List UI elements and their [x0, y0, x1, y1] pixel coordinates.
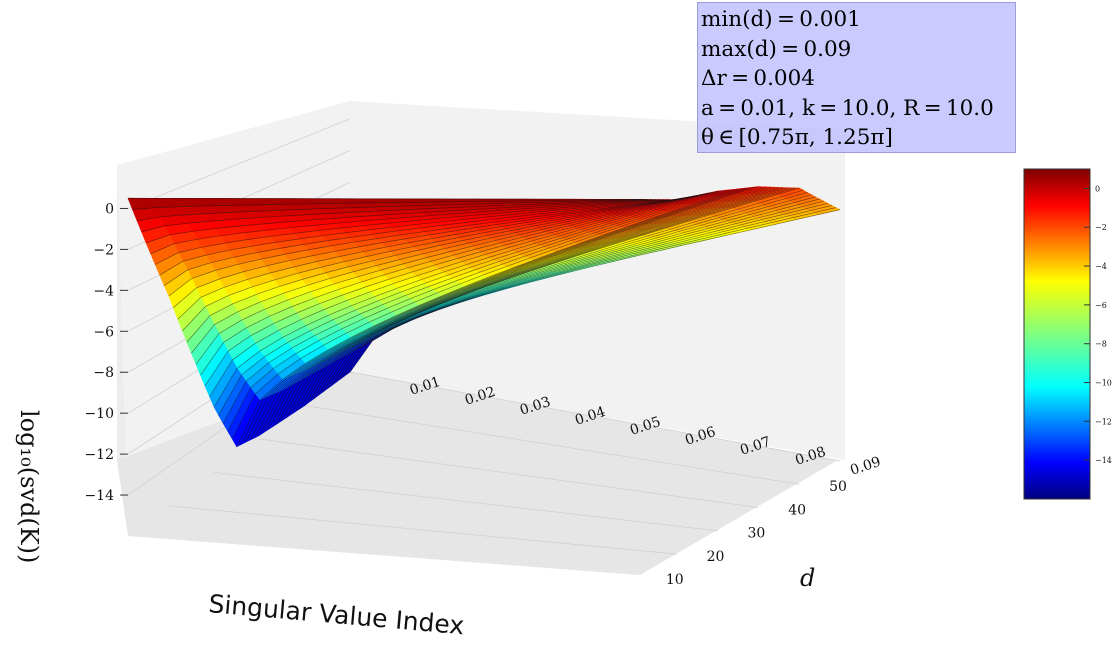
mesh-line: [286, 187, 784, 418]
mesh-line: [191, 195, 698, 354]
z-tick-label: −4: [93, 283, 114, 299]
gridline: [259, 438, 759, 508]
surface-patch: [336, 198, 366, 204]
mesh-line: [132, 199, 645, 210]
mesh-line: [222, 189, 726, 424]
colorbar-ticks: 0 −2 −4 −6 −8 −10 −12 −14: [1084, 184, 1112, 465]
colorbar-tick-label: −6: [1095, 301, 1107, 310]
mesh-line: [308, 189, 804, 403]
mesh-line: [263, 186, 763, 433]
surface-patch: [173, 197, 203, 208]
mesh-line: [218, 190, 722, 416]
mesh-line: [322, 196, 816, 393]
mesh-line: [313, 192, 808, 399]
d-axis-label: d: [800, 564, 815, 592]
mesh-line: [164, 199, 673, 286]
mesh-line: [195, 194, 702, 365]
mesh-line: [304, 187, 800, 406]
mesh-line: [141, 199, 653, 233]
mesh-line: [209, 191, 714, 397]
colorbar-tick-label: −4: [1095, 262, 1107, 271]
mesh-line: [254, 186, 755, 438]
mesh-line: [245, 187, 747, 443]
x-tick-label: 10: [666, 572, 684, 588]
surface-patch: [220, 198, 250, 206]
mesh-line: [240, 188, 743, 445]
colorbar-tick-label: −2: [1095, 223, 1107, 232]
mesh-line: [227, 189, 730, 432]
colorbar-tick-label: −14: [1095, 456, 1112, 465]
mesh-line: [259, 186, 759, 436]
surface-patch: [243, 198, 273, 206]
mesh-line: [137, 199, 649, 222]
annotation-line: min(d) = 0.001: [701, 7, 861, 32]
mesh-line: [182, 196, 690, 331]
x-axis-ticks: 10 20 30 40 50: [666, 479, 847, 588]
mesh-line: [127, 197, 641, 200]
gridline: [304, 405, 800, 485]
mesh-line: [200, 193, 706, 376]
z-tick-label: −12: [84, 447, 114, 463]
annotation-line: θ ∈ [0.75π, 1.25π]: [701, 125, 893, 150]
mesh-line: [177, 197, 685, 320]
x-tick-label: 40: [788, 502, 806, 518]
surface-patch: [267, 198, 296, 205]
colorbar-tick-label: −12: [1095, 417, 1112, 426]
parameter-annotation-box: min(d) = 0.001 max(d) = 0.09 Δr = 0.004 …: [697, 2, 1016, 153]
mesh-line: [277, 186, 775, 424]
mesh-line: [295, 187, 792, 412]
d-tick-label: 0.09: [848, 454, 883, 479]
colorbar-tick-label: −8: [1095, 340, 1107, 349]
mesh-line: [268, 186, 767, 430]
x-axis-label: Singular Value Index: [207, 589, 465, 640]
mesh-line: [249, 187, 751, 441]
mesh-line: [231, 189, 735, 440]
colorbar-tick-label: 0: [1095, 184, 1100, 193]
colorbar-tick-label: −10: [1095, 379, 1112, 388]
mesh-line: [236, 188, 739, 447]
mesh-line: [145, 199, 657, 244]
mesh-line: [159, 199, 669, 276]
surface-patch: [313, 198, 343, 205]
z-tick-label: −6: [93, 324, 114, 340]
z-axis-label: log₁₀(svd(K)): [15, 410, 43, 563]
annotation-line: Δr = 0.004: [701, 66, 815, 91]
x-tick-label: 30: [747, 526, 765, 542]
z-tick-label: 0: [105, 201, 114, 217]
z-tick-label: −14: [84, 488, 114, 504]
mesh-line: [349, 209, 841, 373]
gridline: [349, 371, 841, 462]
z-tick-label: −2: [93, 242, 114, 258]
x-tick-label: 50: [829, 479, 847, 495]
mesh-line: [272, 186, 771, 427]
gridline: [214, 472, 718, 532]
colorbar-gradient: [1023, 168, 1091, 500]
mesh-line: [318, 194, 812, 396]
mesh-line: [155, 199, 665, 265]
colorbar: 0 −2 −4 −6 −8 −10 −12 −14: [1023, 168, 1112, 500]
x-tick-label: 20: [707, 549, 725, 565]
surface-patch: [290, 198, 320, 205]
annotation-line: a = 0.01, k = 10.0, R = 10.0: [701, 95, 994, 121]
annotation-line: max(d) = 0.09: [701, 36, 852, 62]
mesh-line: [150, 199, 661, 255]
mesh-line: [173, 198, 681, 308]
z-axis-ticks: 0 −2 −4 −6 −8 −10 −12 −14: [84, 201, 128, 504]
gridline: [127, 118, 351, 209]
gridline: [168, 505, 677, 555]
mesh-line: [186, 195, 694, 343]
mesh-line: [213, 190, 718, 408]
mesh-line: [168, 199, 677, 297]
mesh-line: [204, 192, 710, 387]
surface-mesh-lines: [127, 186, 841, 447]
z-tick-label: −8: [93, 365, 114, 381]
z-tick-label: −10: [84, 406, 114, 422]
